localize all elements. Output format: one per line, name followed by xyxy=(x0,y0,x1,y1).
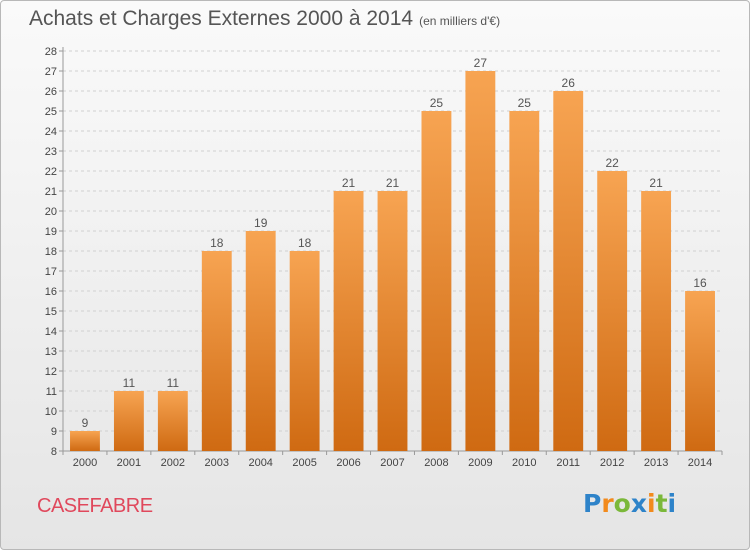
y-tick-label: 22 xyxy=(45,166,57,178)
bar-2013 xyxy=(641,191,672,451)
value-label: 26 xyxy=(562,76,576,90)
y-tick-label: 19 xyxy=(45,226,57,238)
value-label: 21 xyxy=(649,176,663,190)
y-tick-label: 24 xyxy=(45,126,57,138)
bar-2006 xyxy=(333,191,364,451)
value-label: 18 xyxy=(298,236,312,250)
y-tick-label: 12 xyxy=(45,366,57,378)
y-tick-label: 15 xyxy=(45,306,57,318)
bar-2009 xyxy=(465,71,496,451)
x-tick-label: 2014 xyxy=(688,457,712,469)
bar-2014 xyxy=(685,291,715,451)
bar-2002 xyxy=(157,391,188,451)
value-label: 27 xyxy=(474,56,488,70)
unit-note: (en milliers d'€) xyxy=(419,14,501,28)
x-tick-label: 2003 xyxy=(205,457,229,469)
logo-letter: i xyxy=(667,489,677,518)
bar-2011 xyxy=(553,91,584,451)
y-tick-label: 11 xyxy=(46,386,57,398)
value-label: 18 xyxy=(210,236,224,250)
bar-2004 xyxy=(245,231,276,451)
x-tick-label: 2001 xyxy=(117,457,141,469)
x-tick-label: 2008 xyxy=(424,457,448,469)
value-label: 21 xyxy=(342,176,356,190)
value-label: 11 xyxy=(123,376,136,390)
value-label: 11 xyxy=(167,376,180,390)
x-tick-label: 2005 xyxy=(292,457,316,469)
y-tick-label: 20 xyxy=(45,206,57,218)
x-tick-label: 2009 xyxy=(468,457,492,469)
chart-title: Achats et Charges Externes 2000 à 2014 (e… xyxy=(29,7,500,31)
value-label: 25 xyxy=(518,96,532,110)
x-tick-label: 2010 xyxy=(512,457,536,469)
logo-letter: x xyxy=(630,489,647,518)
y-tick-label: 26 xyxy=(45,86,57,98)
value-label: 19 xyxy=(254,216,268,230)
bar-2001 xyxy=(113,391,144,451)
x-tick-label: 2013 xyxy=(644,457,668,469)
y-tick-label: 27 xyxy=(45,66,57,78)
y-tick-label: 8 xyxy=(51,446,57,458)
x-tick-label: 2002 xyxy=(161,457,185,469)
bar-2007 xyxy=(377,191,408,451)
bar-2012 xyxy=(597,171,628,451)
logo-letter: t xyxy=(655,489,668,518)
y-tick-label: 13 xyxy=(45,346,57,358)
bar-2010 xyxy=(509,111,540,451)
value-label: 25 xyxy=(430,96,444,110)
bar-2008 xyxy=(421,111,452,451)
y-tick-label: 25 xyxy=(45,106,57,118)
value-label: 16 xyxy=(693,276,707,290)
bar-2003 xyxy=(201,251,232,451)
label-layer: 2000 9 2001 11 2002 11 2003 18 2004 19 2005 18 2006 2… xyxy=(73,56,713,469)
x-tick-label: 2007 xyxy=(380,457,404,469)
logo-letter: o xyxy=(613,489,631,518)
value-label: 21 xyxy=(386,176,400,190)
x-tick-label: 2011 xyxy=(556,457,580,469)
x-tick-label: 2012 xyxy=(600,457,624,469)
value-label: 22 xyxy=(605,156,619,170)
title-text: Achats et Charges Externes 2000 à 2014 xyxy=(29,7,414,30)
y-tick-label: 28 xyxy=(45,46,57,58)
bar-layer xyxy=(70,71,715,451)
commune-name: CASEFABRE xyxy=(37,495,153,517)
x-tick-label: 2000 xyxy=(73,457,97,469)
y-tick-label: 14 xyxy=(45,326,57,338)
logo-letter: r xyxy=(601,489,614,518)
y-tick-label: 9 xyxy=(51,426,57,438)
y-tick-label: 18 xyxy=(45,246,57,258)
proxiti-logo: Proxiti xyxy=(583,489,676,518)
bar-2005 xyxy=(289,251,320,451)
bar-2000 xyxy=(70,431,100,451)
value-label: 9 xyxy=(82,416,89,430)
y-tick-label: 17 xyxy=(45,266,57,278)
logo-letter: P xyxy=(583,489,602,518)
y-tick-label: 16 xyxy=(45,286,57,298)
y-tick-label: 21 xyxy=(45,186,57,198)
x-tick-label: 2004 xyxy=(248,457,272,469)
logo-letter: i xyxy=(647,489,656,518)
y-tick-label: 10 xyxy=(45,406,57,418)
y-tick-label: 23 xyxy=(45,146,57,158)
x-tick-label: 2006 xyxy=(336,457,360,469)
